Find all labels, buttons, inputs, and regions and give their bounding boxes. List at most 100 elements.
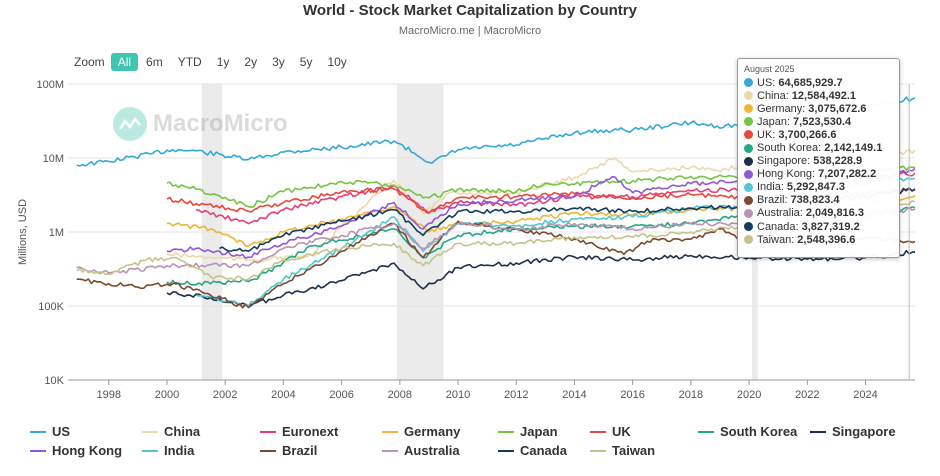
tooltip-label: Singapore: <box>757 155 811 168</box>
tooltip-row: Japan: 7,523,530.4 <box>744 115 893 128</box>
zoom-button-all[interactable]: All <box>110 53 139 71</box>
legend-label: Brazil <box>282 443 318 458</box>
x-tick-label: 2002 <box>213 389 237 401</box>
legend-item-euronext[interactable]: Euronext <box>260 424 338 439</box>
legend-label: China <box>164 424 201 439</box>
tooltip-label: China: <box>757 89 789 102</box>
tooltip-value: 2,142,149.1 <box>824 142 883 155</box>
tooltip-dot <box>744 208 753 218</box>
watermark-text: MacroMicro <box>153 110 288 137</box>
x-tick-label: 2010 <box>446 389 470 401</box>
macromicro-logo-icon <box>113 107 147 141</box>
tooltip-label: India: <box>757 181 784 194</box>
tooltip-value: 2,548,396.6 <box>797 233 856 246</box>
y-tick-label: 10K <box>44 375 64 387</box>
tooltip-dot <box>744 143 753 153</box>
tooltip-date: August 2025 <box>744 64 795 74</box>
legend-item-singapore[interactable]: Singapore <box>810 424 896 439</box>
zoom-button-5y[interactable]: 5y <box>299 55 313 69</box>
tooltip: August 2025 US: 64,685,929.7 China: 12,584,… <box>737 58 900 258</box>
x-tick-label: 2012 <box>504 389 528 401</box>
legend-label: Japan <box>520 424 558 439</box>
tooltip-row: UK: 3,700,266.6 <box>744 128 893 141</box>
tooltip-row: South Korea: 2,142,149.1 <box>744 141 893 154</box>
tooltip-dot <box>744 182 753 192</box>
x-tick-label: 2018 <box>679 389 703 401</box>
tooltip-value: 7,523,530.4 <box>793 115 852 128</box>
tooltip-dot <box>744 195 753 205</box>
y-tick-label: 100M <box>36 79 64 91</box>
tooltip-row: Germany: 3,075,672.6 <box>744 102 893 115</box>
tooltip-value: 64,685,929.7 <box>778 76 843 89</box>
legend-swatch <box>260 449 276 452</box>
zoom-button-1y[interactable]: 1y <box>216 55 230 69</box>
legend-label: South Korea <box>720 424 798 439</box>
legend-label: Euronext <box>282 424 339 439</box>
tooltip-value: 538,228.9 <box>813 155 863 168</box>
legend-item-canada[interactable]: Canada <box>498 443 567 458</box>
tooltip-label: Australia: <box>757 207 803 220</box>
tooltip-dot <box>744 156 753 166</box>
watermark: MacroMicro <box>113 107 288 141</box>
legend-item-china[interactable]: China <box>142 424 200 439</box>
tooltip-dot <box>744 169 753 179</box>
zoom-button-3y[interactable]: 3y <box>272 55 285 69</box>
tooltip-label: US: <box>757 76 776 89</box>
tooltip-dot <box>744 78 753 88</box>
tooltip-dot <box>744 104 753 114</box>
legend-swatch <box>260 430 276 433</box>
legend-swatch <box>142 430 158 433</box>
legend-item-germany[interactable]: Germany <box>382 424 460 439</box>
zoom-bar: Zoom All 6m YTD 1y 2y 3y 5y 10y <box>74 52 355 72</box>
tooltip-row: US: 64,685,929.7 <box>744 76 893 89</box>
tooltip-row: Hong Kong: 7,207,282.2 <box>744 168 893 181</box>
legend-swatch <box>30 430 46 433</box>
y-tick-label: 100K <box>38 301 64 313</box>
legend-swatch <box>698 430 714 433</box>
tooltip-dot <box>744 130 753 140</box>
legend-item-hong-kong[interactable]: Hong Kong <box>30 443 122 458</box>
tooltip-label: Germany: <box>757 102 806 115</box>
legend-item-australia[interactable]: Australia <box>382 443 460 458</box>
tooltip-row: Brazil: 738,823.4 <box>744 194 893 207</box>
legend-label: Taiwan <box>612 443 656 458</box>
legend-item-us[interactable]: US <box>30 424 70 439</box>
legend-label: Germany <box>404 424 461 439</box>
zoom-button-ytd[interactable]: YTD <box>177 55 202 69</box>
zoom-button-2y[interactable]: 2y <box>244 55 258 69</box>
legend-label: Singapore <box>832 424 896 439</box>
legend-swatch <box>382 430 398 433</box>
legend-label: Australia <box>404 443 460 458</box>
series-line-singapore <box>166 249 916 307</box>
chart-subtitle: MacroMicro.me | MacroMicro <box>398 25 542 37</box>
legend-swatch <box>498 430 514 433</box>
legend-item-india[interactable]: India <box>142 443 194 458</box>
legend-swatch <box>810 430 826 433</box>
legend-item-japan[interactable]: Japan <box>498 424 558 439</box>
x-tick-label: 1998 <box>97 389 121 401</box>
x-tick-label: 2004 <box>271 389 295 401</box>
zoom-button-10y[interactable]: 10y <box>327 55 347 69</box>
legend-label: UK <box>612 424 631 439</box>
x-tick-label: 2022 <box>795 389 819 401</box>
x-tick-label: 2000 <box>155 389 179 401</box>
zoom-button-6m[interactable]: 6m <box>146 55 163 69</box>
y-tick-label: 10M <box>43 153 64 165</box>
legend-label: US <box>52 424 71 439</box>
tooltip-label: Brazil: <box>757 194 788 207</box>
legend-item-uk[interactable]: UK <box>590 424 631 439</box>
tooltip-label: UK: <box>757 128 776 141</box>
legend-swatch <box>590 430 606 433</box>
tooltip-dot <box>744 235 753 245</box>
legend-item-taiwan[interactable]: Taiwan <box>590 443 655 458</box>
x-tick-label: 2020 <box>737 389 761 401</box>
legend-swatch <box>30 449 46 452</box>
tooltip-value: 5,292,847.3 <box>786 181 846 194</box>
legend-label: Canada <box>520 443 567 458</box>
x-tick-label: 2008 <box>388 389 412 401</box>
x-tick-label: 2024 <box>853 389 877 401</box>
legend-item-brazil[interactable]: Brazil <box>260 443 317 458</box>
legend-item-south-korea[interactable]: South Korea <box>698 424 797 439</box>
tooltip-value: 3,827,319.2 <box>801 220 860 233</box>
x-tick-label: 2006 <box>329 389 353 401</box>
